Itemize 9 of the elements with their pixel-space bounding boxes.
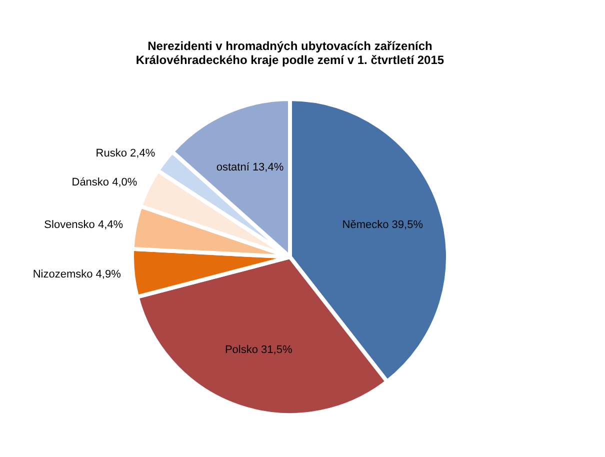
slice-label: Slovensko 4,4% <box>44 218 124 231</box>
slice-label: Dánsko 4,0% <box>72 176 138 189</box>
slice-label: ostatní 13,4% <box>216 162 284 174</box>
text: Královéhradeckého kraje podle zemí v 1. čtvrtletí 2015 <box>136 53 444 67</box>
slice-label: Rusko 2,4% <box>96 148 156 160</box>
slice-label: Polsko 31,5% <box>224 344 292 356</box>
slice-label: Německo 39,5% <box>342 219 424 232</box>
text: Nerezidenti v hromadných ubytovacích zařízeních <box>148 39 432 53</box>
slice-label: Nizozemsko 4,9% <box>32 268 122 280</box>
